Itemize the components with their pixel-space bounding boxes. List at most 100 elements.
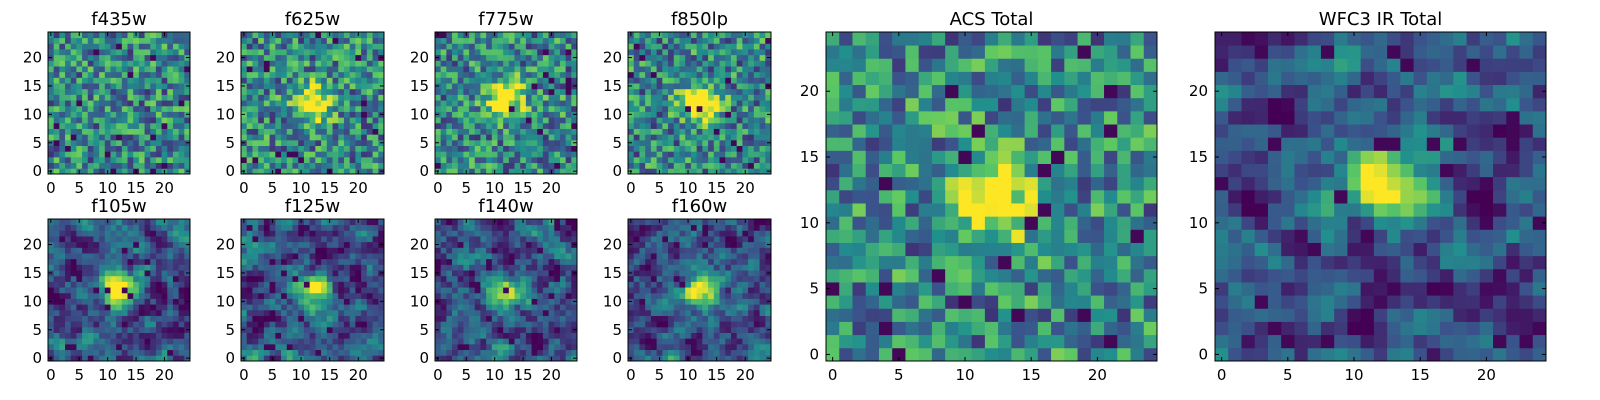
heatmap-cell: [263, 270, 270, 277]
heatmap-cell: [645, 37, 652, 44]
heatmap-cell: [918, 163, 933, 178]
heatmap-cell: [1360, 84, 1375, 99]
heatmap-cell: [133, 258, 140, 265]
heatmap-cell: [184, 94, 191, 101]
heatmap-cell: [446, 77, 453, 84]
heatmap-cell: [497, 71, 504, 78]
heatmap-cell: [1267, 347, 1282, 362]
heatmap-cell: [865, 229, 880, 243]
heatmap-cell: [349, 315, 356, 322]
heatmap-cell: [172, 111, 180, 118]
heatmap-cell: [1077, 32, 1092, 46]
heatmap-cell: [1413, 124, 1428, 138]
heatmap-cell: [639, 162, 646, 169]
heatmap-cell: [138, 162, 145, 169]
heatmap-cell: [725, 88, 732, 95]
heatmap-cell: [765, 100, 772, 107]
heatmap-cell: [839, 203, 853, 217]
heatmap-cell: [150, 122, 157, 129]
heatmap-cell: [1281, 203, 1295, 217]
heatmap-cell: [332, 332, 339, 339]
heatmap-cell: [1281, 137, 1295, 151]
heatmap-cell: [246, 343, 253, 351]
heatmap-cell: [1228, 163, 1242, 178]
heatmap-cell: [127, 151, 134, 158]
heatmap-cell: [1466, 295, 1481, 309]
heatmap-cell: [315, 105, 322, 112]
heatmap-cell: [1347, 189, 1362, 204]
heatmap-cell: [865, 84, 880, 99]
heatmap-cell: [685, 162, 692, 169]
heatmap-cell: [548, 151, 555, 158]
heatmap-cell: [1143, 203, 1158, 217]
heatmap-cell: [338, 275, 345, 282]
heatmap-cell: [116, 83, 123, 90]
heatmap-cell: [1064, 282, 1078, 296]
heatmap-cell: [65, 349, 72, 356]
heatmap-cell: [82, 122, 89, 129]
heatmap-cell: [463, 134, 470, 141]
heatmap-cell: [150, 117, 157, 124]
heatmap-cell: [167, 156, 174, 164]
heatmap-cell: [452, 60, 459, 67]
heatmap-cell: [696, 168, 703, 175]
heatmap-cell: [155, 236, 162, 243]
heatmap-cell: [679, 156, 686, 164]
heatmap-cell: [537, 117, 544, 124]
heatmap-cell: [241, 134, 248, 141]
heatmap-cell: [1334, 150, 1348, 164]
heatmap-cell: [1307, 242, 1322, 257]
heatmap-cell: [554, 66, 561, 73]
heatmap-cell: [1307, 268, 1322, 283]
heatmap-cell: [349, 338, 356, 345]
heatmap-cell: [440, 128, 447, 135]
heatmap-cell: [525, 156, 532, 164]
heatmap-cell: [309, 338, 316, 345]
heatmap-cell: [759, 49, 766, 56]
heatmap-cell: [150, 326, 157, 333]
heatmap-cell: [286, 338, 293, 345]
heatmap-cell: [70, 241, 77, 248]
heatmap-cell: [53, 343, 60, 351]
heatmap-cell: [1334, 84, 1348, 99]
heatmap-cell: [742, 71, 749, 78]
heatmap-cell: [65, 253, 72, 260]
heatmap-cell: [161, 139, 168, 146]
heatmap-cell: [246, 37, 253, 44]
heatmap-cell: [759, 111, 766, 118]
heatmap-cell: [286, 66, 293, 73]
heatmap-cell: [742, 156, 749, 164]
heatmap-cell: [116, 139, 123, 146]
heatmap-cell: [497, 66, 504, 73]
heatmap-cell: [1077, 268, 1092, 283]
heatmap-cell: [355, 338, 362, 345]
heatmap-cell: [945, 268, 959, 283]
heatmap-cell: [971, 124, 986, 138]
heatmap-cell: [172, 100, 180, 107]
heatmap-cell: [349, 37, 356, 44]
heatmap-cell: [87, 219, 94, 226]
heatmap-cell: [321, 83, 328, 90]
heatmap-cell: [759, 156, 766, 164]
heatmap-cell: [1281, 176, 1295, 191]
heatmap-cell: [633, 71, 640, 78]
heatmap-cell: [639, 77, 646, 84]
heatmap-cell: [326, 117, 333, 124]
heatmap-cell: [826, 176, 840, 191]
heatmap-cell: [945, 84, 959, 99]
heatmap-cell: [372, 32, 379, 39]
heatmap-cell: [708, 139, 715, 146]
heatmap-cell: [1294, 176, 1309, 191]
heatmap-cell: [984, 189, 999, 204]
heatmap-cell: [338, 326, 345, 333]
heatmap-cell: [531, 60, 538, 67]
heatmap-cell: [571, 122, 578, 129]
heatmap-cell: [298, 298, 305, 305]
heatmap-cell: [104, 258, 111, 265]
y-tick-label: 5: [419, 134, 429, 152]
heatmap-cell: [275, 94, 282, 101]
heatmap-cell: [246, 117, 253, 124]
y-tick-label: 20: [1189, 82, 1208, 100]
heatmap-cell: [905, 203, 920, 217]
heatmap-cell: [241, 349, 248, 356]
